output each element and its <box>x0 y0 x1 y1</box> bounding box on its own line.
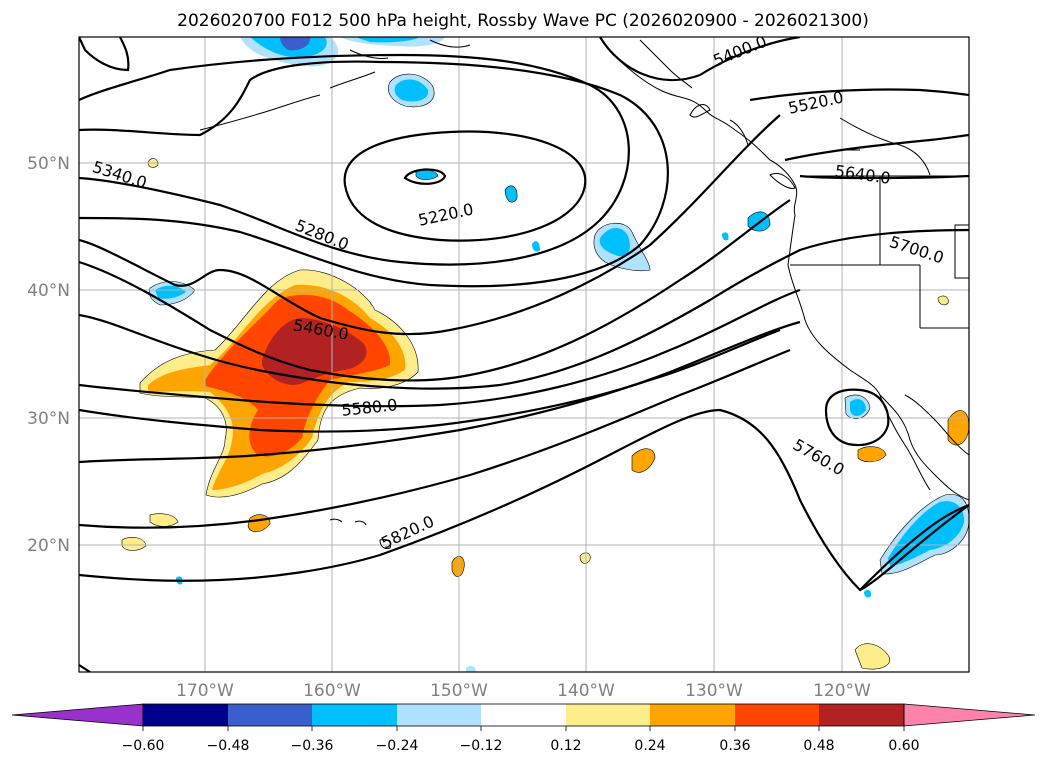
longitude-labels: 170°W 160°W 150°W 140°W 130°W 120°W <box>176 681 871 701</box>
lat-label: 50°N <box>27 154 70 174</box>
height-contours <box>79 37 969 672</box>
colorbar-extend-high <box>903 703 1036 727</box>
lon-label: 130°W <box>685 681 743 701</box>
colorbar-bin <box>397 704 481 726</box>
colorbar-bin <box>650 704 735 726</box>
lat-label: 20°N <box>27 536 70 556</box>
colorbar-bin <box>735 704 819 726</box>
colorbar: −0.60 −0.48 −0.36 −0.24 −0.12 0.12 0.24 … <box>11 703 1036 754</box>
map-panel: 5400.0 5520.0 5340.0 5220.0 5280.0 5640.… <box>78 36 970 673</box>
lat-label: 40°N <box>27 281 70 301</box>
latitude-labels: 50°N 40°N 30°N 20°N <box>27 154 70 556</box>
figure-title: 2026020700 F012 500 hPa height, Rossby W… <box>177 11 869 31</box>
colorbar-tick-label: 0.48 <box>803 738 834 754</box>
colorbar-bin <box>312 704 397 726</box>
colorbar-tick-label: 0.36 <box>719 738 750 754</box>
coastlines <box>199 37 969 549</box>
colorbar-tick-label: −0.24 <box>376 738 419 754</box>
positive-anomaly-max <box>262 318 367 385</box>
colorbar-bin <box>566 704 650 726</box>
colorbar-tick-label: −0.48 <box>207 738 250 754</box>
lon-label: 140°W <box>557 681 615 701</box>
lon-label: 170°W <box>176 681 234 701</box>
lat-label: 30°N <box>27 409 70 429</box>
colorbar-bin <box>228 704 312 726</box>
colorbar-tick-label: −0.36 <box>291 738 334 754</box>
map-frame <box>78 36 970 673</box>
gridlines <box>79 37 969 672</box>
colorbar-tick-label: 0.60 <box>888 738 919 754</box>
colorbar-tick-label: −0.12 <box>460 738 503 754</box>
colorbar-extend-low <box>11 703 144 727</box>
lon-label: 160°W <box>303 681 361 701</box>
colorbar-bin <box>819 704 904 726</box>
colorbar-bin <box>481 704 566 726</box>
lon-label: 150°W <box>430 681 488 701</box>
lon-label: 120°W <box>813 681 871 701</box>
colorbar-tick-label: 0.24 <box>634 738 665 754</box>
colorbar-bin <box>143 704 228 726</box>
colorbar-tick-label: −0.60 <box>122 738 165 754</box>
colorbar-tick-label: 0.12 <box>550 738 581 754</box>
